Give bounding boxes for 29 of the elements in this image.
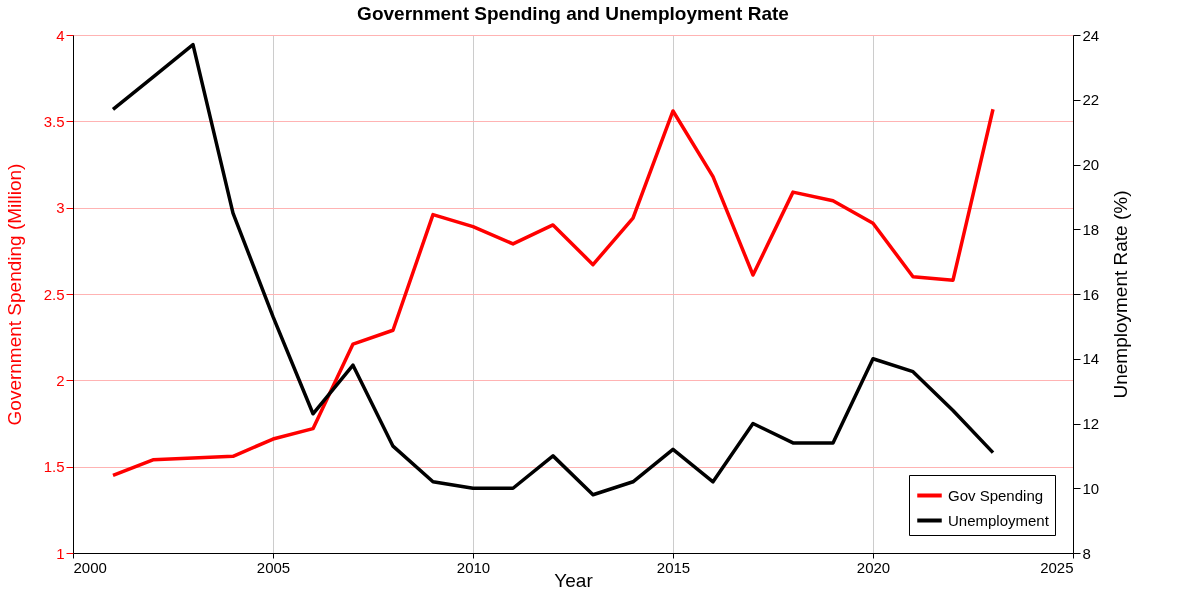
x-tick-label: 2015 <box>656 558 691 576</box>
y2-tick-label: 16 <box>1082 285 1100 303</box>
y2-tick-label: 20 <box>1082 156 1100 173</box>
y2-tick-label: 14 <box>1082 350 1100 368</box>
x-axis-title: Year <box>554 569 594 591</box>
y-tick-label: 3 <box>56 199 65 217</box>
legend-label: Unemployment <box>948 511 1050 529</box>
y2-tick-label: 10 <box>1082 479 1100 497</box>
y-tick-label: 1 <box>56 544 65 562</box>
y-tick-label: 2 <box>56 371 65 389</box>
x-tick-label: 2000 <box>73 558 107 576</box>
y2-tick-label: 24 <box>1082 26 1100 44</box>
y2-axis-title: Unemployment Rate (%) <box>1110 190 1132 399</box>
y-tick-label: 3.5 <box>43 112 65 130</box>
chart-title: Government Spending and Unemployment Rate <box>357 3 789 24</box>
y-axis-title: Government Spending (Million) <box>3 163 25 426</box>
y2-tick-label: 22 <box>1082 91 1100 109</box>
x-tick-label: 2025 <box>1040 558 1074 576</box>
y-tick-label: 2.5 <box>43 285 65 303</box>
x-tick-label: 2020 <box>856 558 891 576</box>
y-tick-label: 1.5 <box>43 458 65 476</box>
y-tick-label: 4 <box>56 26 65 44</box>
line-series <box>111 107 995 478</box>
y2-tick-label: 18 <box>1082 220 1100 238</box>
y2-tick-label: 8 <box>1082 544 1091 562</box>
x-tick-label: 2005 <box>256 558 291 576</box>
y2-tick-label: 12 <box>1082 415 1100 432</box>
x-tick-label: 2010 <box>456 558 491 576</box>
legend-label: Gov Spending <box>948 486 1044 504</box>
